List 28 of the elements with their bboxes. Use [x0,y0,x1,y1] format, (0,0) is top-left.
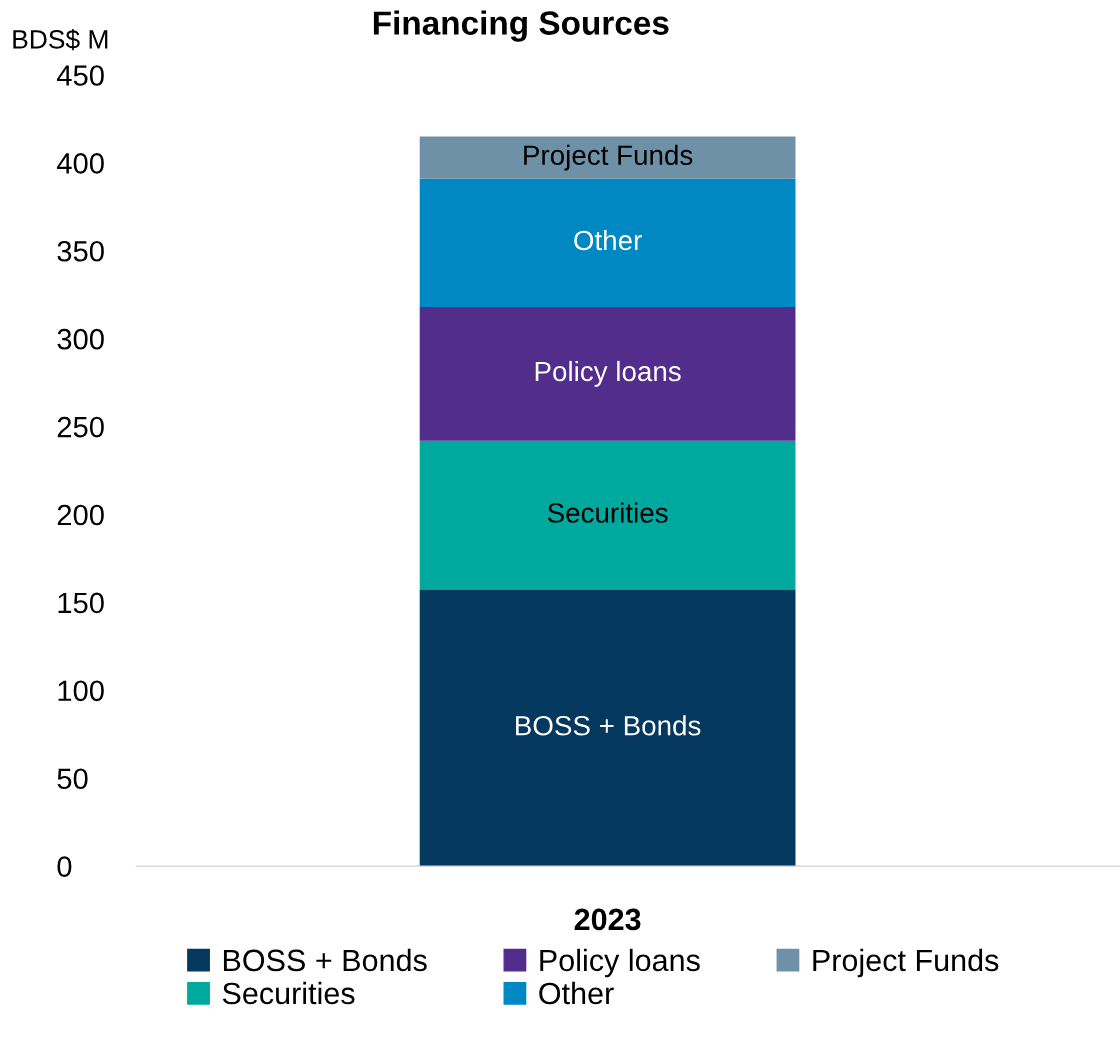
y-tick-label: 450 [56,65,104,86]
legend-label: Project Funds [813,948,999,978]
text: Other [574,229,642,251]
text: Securities [547,502,668,523]
x-tick-label: 2023 [574,908,641,931]
y-axis-title: BDS$ M [13,28,108,51]
bar [419,590,796,867]
chart-title: Financing Sources [373,10,669,42]
legend-label: BOSS + Bonds [223,948,427,972]
bar [419,307,796,441]
bar [419,440,796,591]
y-tick-label: 350 [57,240,104,262]
y-tick-label: 150 [58,592,104,614]
y-tick-label: 250 [57,416,104,438]
legend-label: Policy loans [540,948,700,978]
bar [419,136,796,179]
y-tick-label: 200 [57,504,104,526]
y-tick-label: 100 [58,680,104,702]
y-tick-label: 0 [57,856,72,877]
y-tick-label: 400 [56,153,104,174]
y-tick-label: 50 [57,768,88,790]
legend-label: Other [539,981,614,1005]
text: BOSS + Bonds [516,715,701,736]
legend-label: Securities [222,981,355,1005]
text: Project Funds [524,144,693,171]
bar [419,178,796,308]
text: Policy loans [535,360,681,387]
y-tick-label: 300 [57,328,104,350]
